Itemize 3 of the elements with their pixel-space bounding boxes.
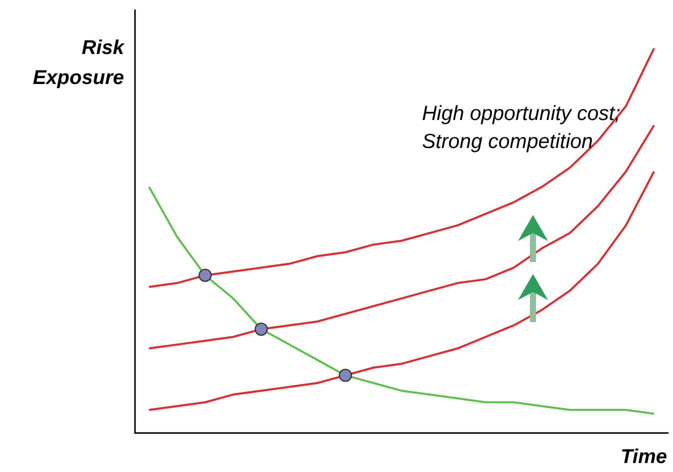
annotation: High opportunity cost; Strong competition xyxy=(422,101,622,155)
x-axis-title: Time xyxy=(620,446,667,469)
y-axis-title: Risk Exposure xyxy=(32,36,124,91)
